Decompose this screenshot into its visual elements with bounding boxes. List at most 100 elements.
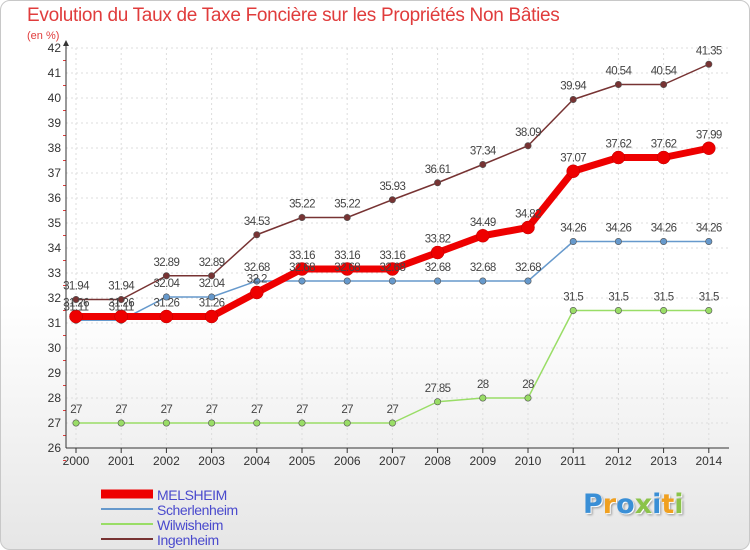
data-point xyxy=(479,277,487,285)
x-tick-label: 2005 xyxy=(289,454,316,468)
data-label: 40.54 xyxy=(651,66,678,78)
data-label: 37.99 xyxy=(696,129,722,141)
data-label: 34.26 xyxy=(560,223,586,235)
legend-swatch xyxy=(101,502,153,518)
legend-label: Scherlenheim xyxy=(157,501,238,518)
axes: 26 27 28 29 30 31 32 33 34 35 36 37 38 39 40 41 42 2000 20… xyxy=(48,40,729,468)
legend: MELSHEIM Scherlenheim Wilwisheim Ingenhe… xyxy=(101,487,238,547)
data-label: 31.26 xyxy=(108,298,134,310)
data-label: 31.5 xyxy=(608,292,628,304)
data-point xyxy=(298,277,306,285)
data-label: 31.11 xyxy=(64,301,89,313)
data-point xyxy=(298,214,306,222)
data-label: 32.68 xyxy=(334,262,360,274)
data-label: 27 xyxy=(206,404,218,416)
data-label: 32.68 xyxy=(380,262,406,274)
data-label: 40.54 xyxy=(606,66,633,78)
data-point xyxy=(479,161,487,169)
logo-letter: i xyxy=(652,489,662,520)
x-tick-label: 2004 xyxy=(243,454,270,468)
legend-item-wilwisheim: Wilwisheim xyxy=(101,517,238,532)
data-label: 38.09 xyxy=(515,127,541,139)
data-label: 32.68 xyxy=(244,262,270,274)
logo-letter: x xyxy=(634,489,653,520)
data-label: 35.22 xyxy=(334,199,360,211)
data-point xyxy=(702,141,716,155)
legend-label: Wilwisheim xyxy=(157,516,224,533)
data-point xyxy=(72,419,80,427)
unit-label: (en %) xyxy=(27,30,60,42)
data-label: 31.26 xyxy=(63,298,89,310)
x-tick-label: 2013 xyxy=(650,454,677,468)
data-point xyxy=(705,238,713,246)
data-point xyxy=(208,272,216,280)
data-point xyxy=(253,277,261,285)
legend-label: MELSHEIM xyxy=(157,486,227,503)
data-label: 35.93 xyxy=(380,181,406,193)
data-label: 33.16 xyxy=(380,250,406,262)
y-tick-label: 29 xyxy=(48,366,62,380)
data-point xyxy=(204,309,219,324)
y-tick-label: 35 xyxy=(48,216,62,230)
legend-swatch xyxy=(101,517,153,533)
data-label: 31.94 xyxy=(63,281,90,293)
y-tick-label: 28 xyxy=(48,391,62,405)
data-label: 32.68 xyxy=(289,262,315,274)
data-label: 39.94 xyxy=(560,81,587,93)
data-label: 31.26 xyxy=(154,298,180,310)
data-label: 32.04 xyxy=(154,278,181,290)
data-point xyxy=(660,238,668,246)
data-label: 27 xyxy=(115,404,127,416)
data-point xyxy=(660,306,668,314)
data-label: 27 xyxy=(387,404,399,416)
y-tick-label: 26 xyxy=(48,441,62,455)
y-tick-label: 27 xyxy=(48,416,62,430)
data-point xyxy=(614,81,622,89)
data-point xyxy=(385,262,400,276)
y-tick-label: 30 xyxy=(48,341,62,355)
data-label: 31.5 xyxy=(654,292,674,304)
data-point xyxy=(340,262,354,276)
data-point xyxy=(162,272,170,280)
data-point xyxy=(611,150,626,165)
data-point xyxy=(705,60,713,68)
x-tick-label: 2003 xyxy=(198,454,225,468)
data-label: 31.5 xyxy=(563,292,583,304)
data-point xyxy=(253,419,261,427)
legend-swatch xyxy=(101,487,153,503)
y-tick-label: 31 xyxy=(48,316,62,330)
y-axis-arrow xyxy=(63,40,69,46)
logo-letter: r xyxy=(602,489,617,520)
data-label: 32.89 xyxy=(154,257,180,269)
logo-letter: t xyxy=(661,489,675,520)
data-label: 37.34 xyxy=(470,146,497,158)
data-label: 31.26 xyxy=(199,298,225,310)
y-tick-label: 40 xyxy=(48,91,62,105)
data-point xyxy=(476,229,490,243)
data-label: 33.16 xyxy=(334,250,360,262)
logo-letter: P xyxy=(583,489,603,520)
data-point xyxy=(388,277,396,285)
data-label: 27 xyxy=(341,404,353,416)
data-point xyxy=(253,231,261,239)
data-point xyxy=(208,293,216,301)
data-point xyxy=(479,394,487,402)
data-label: 33.82 xyxy=(425,234,451,246)
data-point xyxy=(72,295,80,303)
x-tick-label: 2001 xyxy=(108,454,135,468)
data-label: 37.07 xyxy=(560,152,586,164)
data-point xyxy=(569,96,577,104)
y-tick-label: 39 xyxy=(48,116,62,130)
data-point xyxy=(117,419,125,427)
data-label: 28 xyxy=(522,379,534,391)
data-label: 41.35 xyxy=(696,45,722,57)
data-point xyxy=(69,309,83,324)
logo-letter: i xyxy=(674,489,684,520)
data-label: 34.26 xyxy=(696,223,722,235)
data-point xyxy=(343,277,351,285)
legend-item-ingenheim: Ingenheim xyxy=(101,532,238,547)
y-tick-label: 37 xyxy=(48,166,62,180)
data-point xyxy=(569,306,577,314)
